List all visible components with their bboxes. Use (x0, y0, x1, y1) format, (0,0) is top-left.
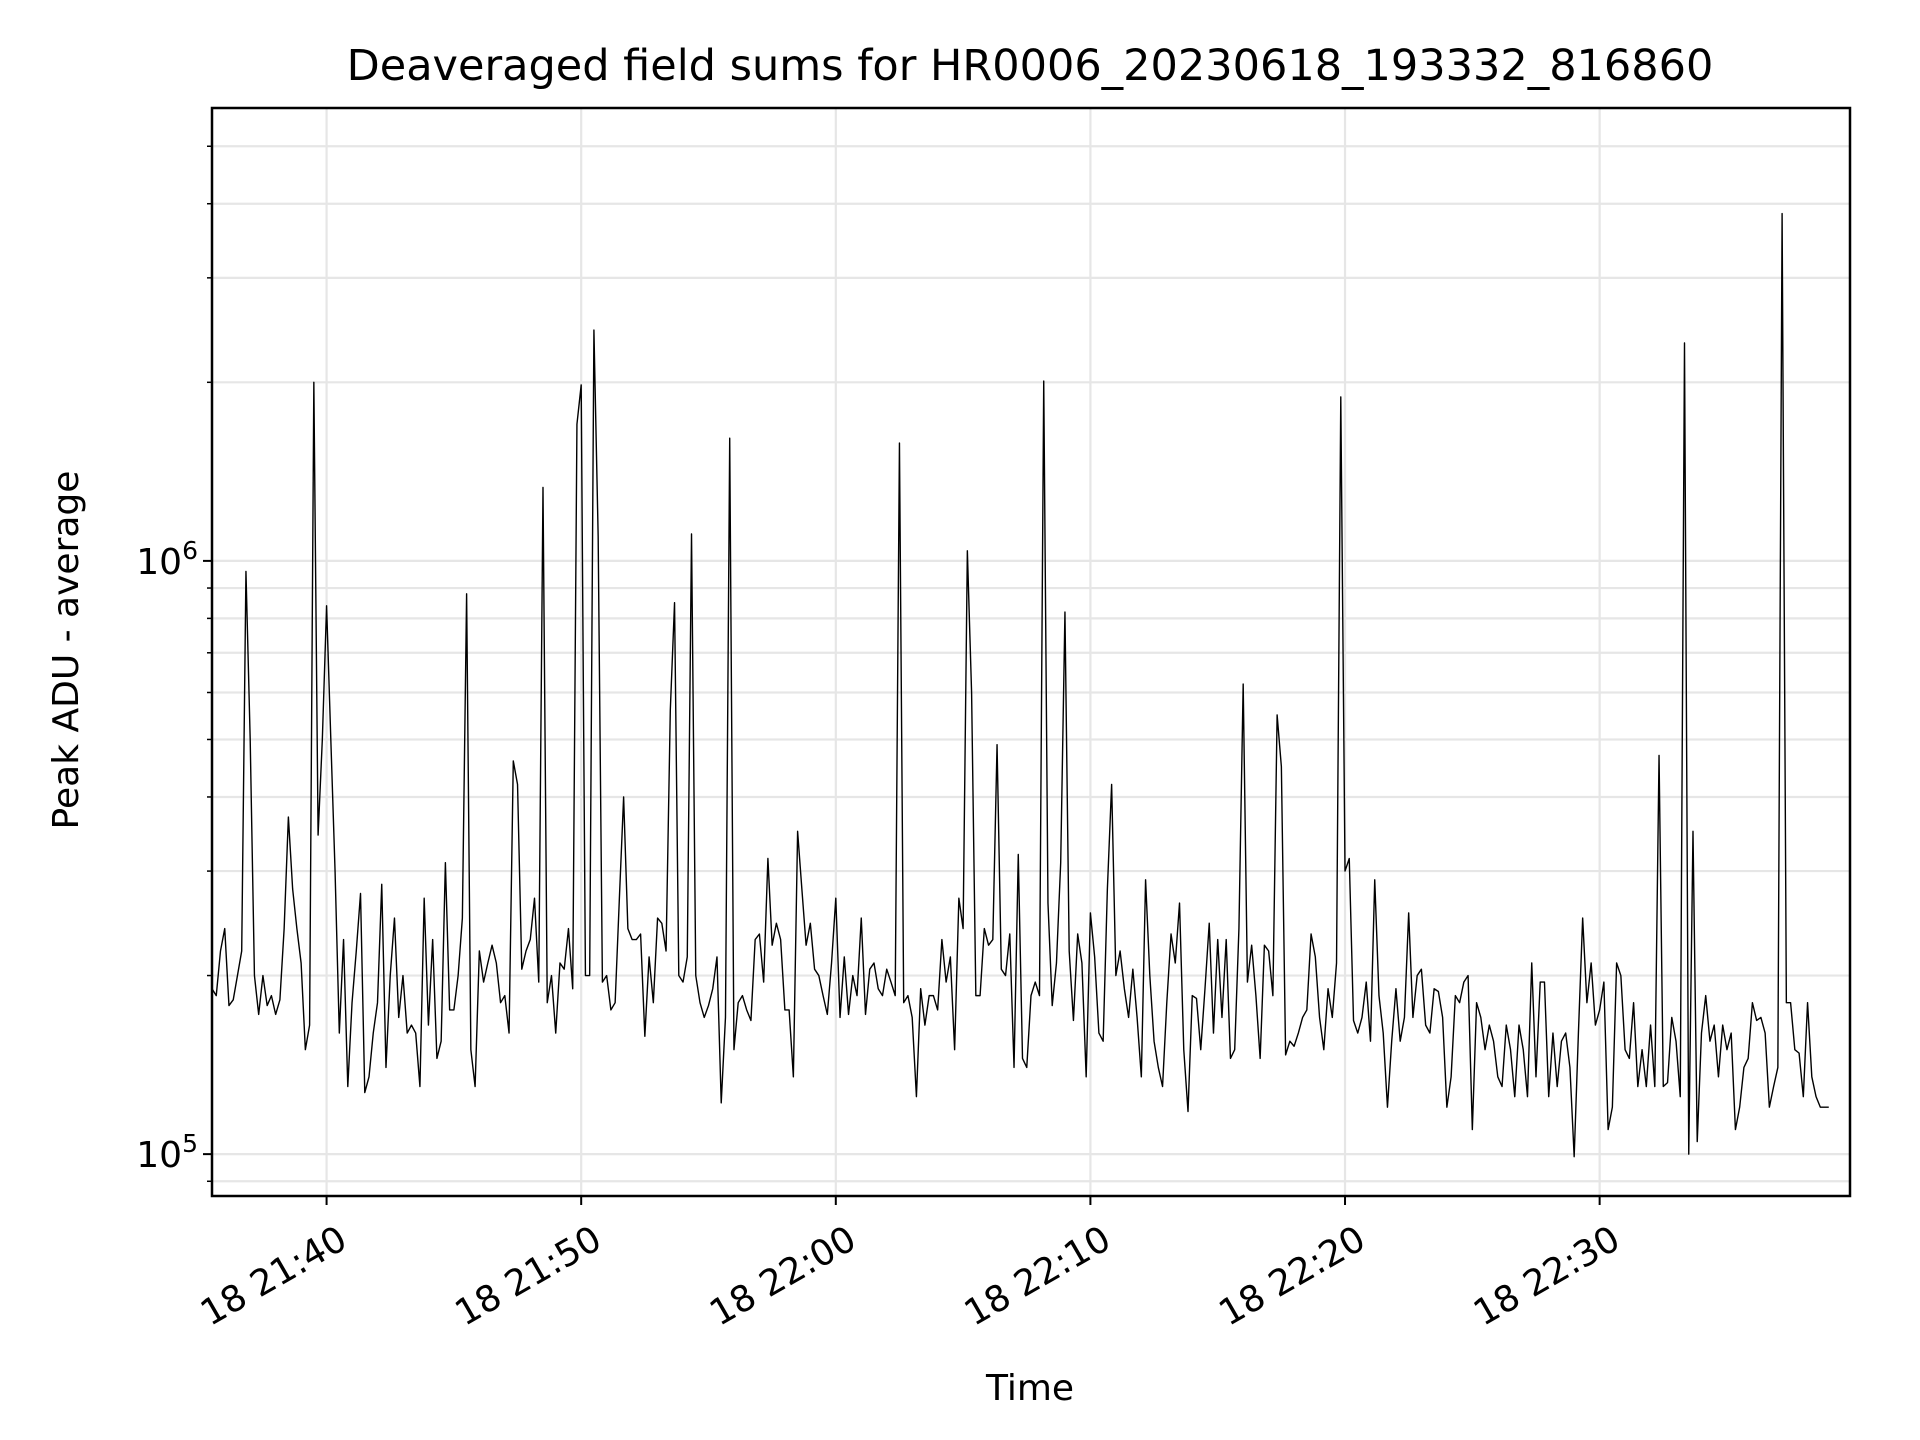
y-tick-label: 105 (136, 1129, 198, 1176)
x-axis-label: Time (985, 1368, 1074, 1409)
series-line (211, 212, 1829, 1158)
y-tick-label: 106 (136, 536, 198, 583)
chart-title: Deaveraged field sums for HR0006_2023061… (347, 41, 1714, 91)
y-axis-label: Peak ADU - average (46, 471, 87, 830)
plot-frame (210, 106, 1852, 1198)
series (211, 212, 1829, 1158)
grid (212, 108, 1850, 1196)
